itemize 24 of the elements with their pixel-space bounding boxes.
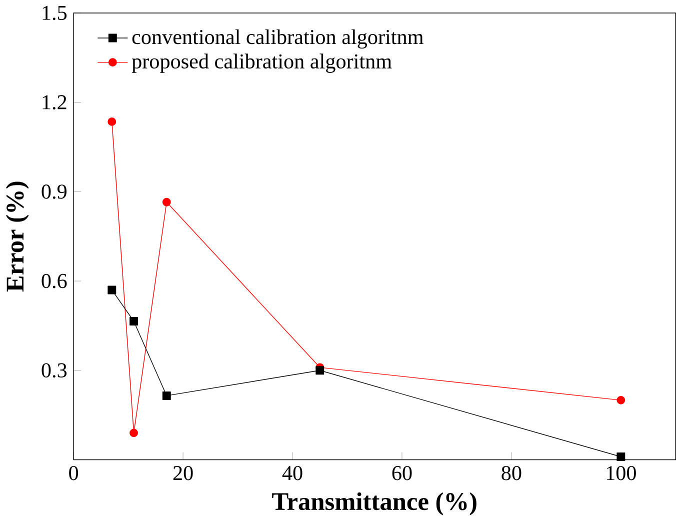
point (162, 391, 171, 400)
y-tick-label: 0.6 (42, 274, 67, 288)
legend-label: conventional calibration algoritnm (132, 29, 424, 48)
point (316, 366, 324, 375)
point (130, 428, 138, 438)
x-tick-label: 100 (606, 466, 636, 480)
legend-label: proposed calibration algoritnm (132, 54, 392, 73)
x-tick-label: 0 (69, 466, 78, 480)
point (108, 286, 116, 294)
y-tick-label: 1.5 (42, 6, 67, 20)
y-axis-title: Error (%) (6, 182, 29, 292)
y-tick-label: 0.3 (42, 363, 67, 378)
point (108, 117, 116, 126)
point (162, 198, 171, 206)
y-tick-label: 0.9 (42, 184, 66, 199)
y-tick-label: 1.2 (42, 95, 66, 110)
x-tick-label: 20 (173, 466, 193, 480)
x-tick-label: 40 (282, 466, 302, 480)
point (616, 452, 626, 461)
x-tick-label: 80 (502, 466, 522, 480)
x-axis-title: Transmittance (%) (272, 492, 476, 516)
point (616, 396, 626, 404)
point (130, 316, 138, 326)
x-tick-label: 60 (392, 466, 412, 480)
